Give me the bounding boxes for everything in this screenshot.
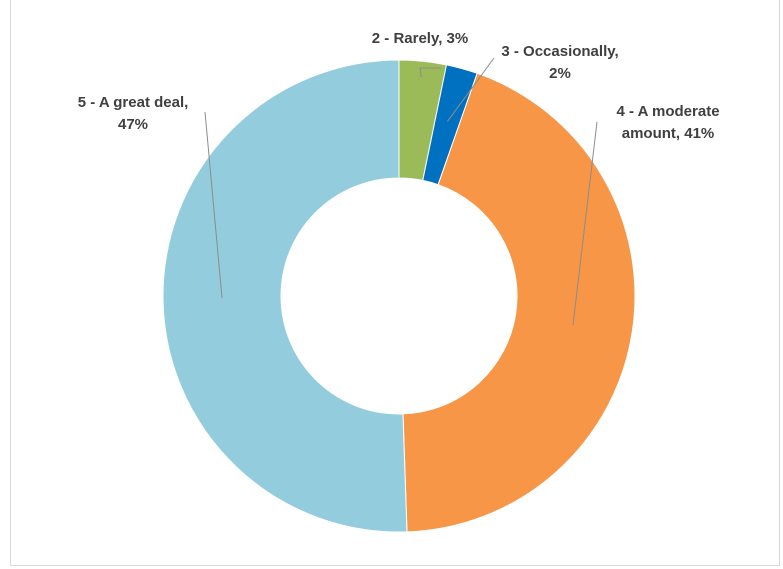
leader-line-3-occasionally <box>446 57 495 122</box>
slice-4-a-moderate-amount <box>402 72 636 533</box>
leader-line-2-rarely <box>419 67 441 78</box>
leader-line-4-a-moderate-amount <box>572 121 598 326</box>
slice-5-a-great-deal <box>162 59 408 533</box>
leader-line-5-a-great-deal <box>204 111 223 299</box>
chart-frame <box>10 0 780 566</box>
data-label-4-a-moderate-amount: 4 - A moderate amount, 41% <box>616 103 719 142</box>
data-label-3-occasionally: 3 - Occasionally, 2% <box>501 43 618 82</box>
data-label-5-a-great-deal: 5 - A great deal, 47% <box>78 94 189 133</box>
data-label-2-rarely: 2 - Rarely, 3% <box>372 30 468 47</box>
